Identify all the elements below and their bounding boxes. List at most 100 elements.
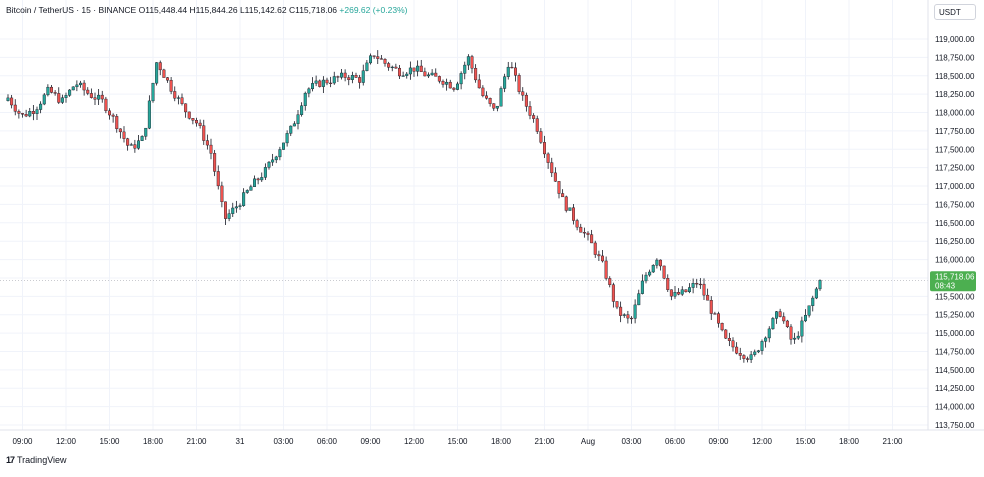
candle-body (151, 82, 155, 102)
last-price-tag-bg (930, 271, 976, 292)
candle-body (28, 111, 32, 117)
price-tick-label: 117,250.00 (935, 164, 975, 173)
candle-body (434, 72, 438, 77)
candle-body (133, 144, 137, 149)
candle-body (590, 234, 594, 244)
symbol-name[interactable]: Bitcoin / TetherUS · 15 · BINANCE (6, 5, 137, 15)
candle-body (271, 159, 275, 163)
candle-body (107, 110, 111, 116)
candle-body (394, 66, 398, 69)
candle-body (539, 131, 543, 143)
candle-body (677, 292, 681, 295)
candle-body (191, 118, 195, 121)
candle-body (633, 304, 637, 319)
candle-body (303, 92, 307, 106)
candle-body (564, 196, 568, 211)
candle-body (688, 287, 692, 293)
candle-body (492, 103, 496, 109)
candle-body (42, 94, 46, 105)
candle-body (749, 354, 753, 360)
candle-body (546, 153, 550, 163)
candle-body (136, 140, 140, 149)
candle-body (785, 320, 789, 328)
candle-body (717, 313, 721, 324)
candle-body (398, 67, 402, 77)
candle-body (655, 259, 659, 266)
candle-body (289, 125, 293, 134)
candle-body (756, 350, 760, 353)
candle-body (626, 314, 630, 319)
candle-body (597, 254, 601, 257)
candle-body (350, 75, 354, 80)
candle-body (252, 178, 256, 187)
time-tick-label: 18:00 (491, 437, 512, 446)
price-tick-label: 116,000.00 (935, 256, 975, 265)
candle-body (775, 311, 779, 319)
candle-body (619, 306, 623, 316)
candle-body (720, 323, 724, 331)
price-tick-label: 117,000.00 (935, 182, 975, 191)
price-tick-label: 118,000.00 (935, 109, 975, 118)
candle-body (445, 81, 449, 85)
candle-body (691, 283, 695, 288)
candle-body (68, 89, 72, 96)
candle-body (753, 351, 757, 355)
candle-body (416, 65, 420, 72)
time-tick-label: 18:00 (839, 437, 860, 446)
candle-body (713, 313, 717, 315)
candle-body (474, 67, 478, 81)
candle-body (46, 86, 50, 96)
candle-body (155, 62, 159, 84)
candle-body (122, 131, 126, 139)
candle-body (441, 81, 445, 85)
candle-body (532, 115, 536, 119)
candle-body (698, 283, 702, 286)
candle-body (727, 337, 731, 341)
time-tick-label: 15:00 (99, 437, 120, 446)
candle-body (419, 65, 423, 72)
time-tick-label: 18:00 (143, 437, 164, 446)
tradingview-logo[interactable]: 17 TradingView (6, 455, 67, 465)
candle-body (75, 84, 79, 88)
candle-body (517, 75, 521, 92)
candle-body (202, 125, 206, 141)
candle-body (263, 167, 267, 178)
candle-body (314, 80, 318, 84)
symbol-legend[interactable]: Bitcoin / TetherUS · 15 · BINANCE O115,4… (6, 5, 407, 15)
candle-body (307, 88, 311, 94)
time-tick-label: 06:00 (317, 437, 338, 446)
grid (0, 0, 928, 430)
candle-body (332, 76, 336, 84)
candle-body (495, 105, 499, 109)
candle-body (223, 201, 227, 219)
candle-body (184, 103, 188, 113)
candle-body (245, 190, 249, 193)
candle-body (78, 82, 82, 86)
candle-body (169, 79, 173, 92)
price-tick-label: 117,750.00 (935, 127, 975, 136)
time-axis: 09:00 12:00 15:00 18:00 21:00 31 03:00 06:00 09:… (12, 437, 903, 446)
price-tick-label: 118,250.00 (935, 90, 975, 99)
candle-body (93, 97, 97, 100)
candle-body (256, 178, 260, 181)
candle-body (57, 93, 61, 103)
time-tick-label: 09:00 (708, 437, 729, 446)
candle-body (325, 79, 329, 84)
candle-body (742, 355, 746, 359)
candle-body (814, 288, 818, 299)
candle-body (557, 181, 561, 194)
currency-selector[interactable]: USDT (934, 4, 976, 20)
candle-body (205, 140, 209, 146)
candle-body (89, 93, 93, 98)
candle-body (738, 353, 742, 356)
candle-body (604, 260, 608, 279)
candle-body (568, 207, 572, 211)
candle-body (459, 73, 463, 85)
change-value: +269.62 (+0.23%) (339, 5, 408, 15)
candle-body (209, 144, 213, 154)
candle-body (702, 283, 706, 296)
candle-body (387, 63, 391, 68)
